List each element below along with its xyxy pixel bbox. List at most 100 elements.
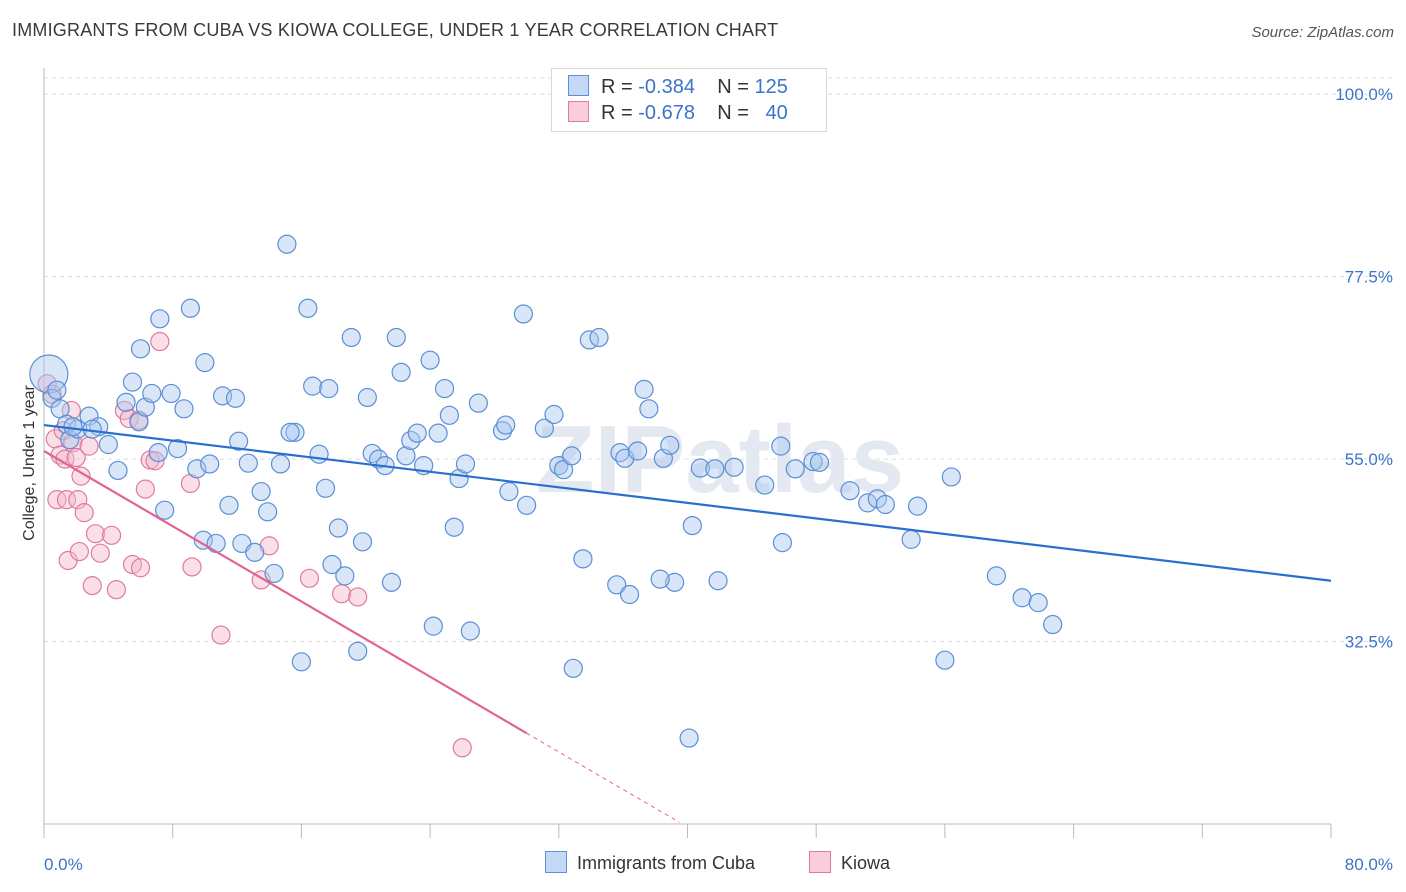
kiowa-points <box>37 331 472 758</box>
cuba-point <box>901 529 921 549</box>
cuba-point <box>348 641 368 661</box>
cuba-point <box>628 441 648 461</box>
kiowa-point <box>106 580 126 600</box>
cuba-point <box>401 430 421 451</box>
cuba-point <box>634 379 654 399</box>
legend-r-value: -0.678 <box>638 102 695 124</box>
legend-n-label: N = <box>717 102 749 124</box>
cuba-point <box>682 515 702 536</box>
cuba-point <box>875 494 895 515</box>
cuba-point <box>407 423 427 443</box>
cuba-point <box>785 459 805 479</box>
kiowa-trend-line <box>43 450 528 735</box>
cuba-point <box>285 422 305 442</box>
cuba-point <box>303 376 323 396</box>
cuba-point <box>1012 588 1032 608</box>
kiowa-point <box>452 738 472 758</box>
cuba-point <box>396 446 416 466</box>
legend-r-label: R = <box>601 76 633 98</box>
cuba-point <box>517 495 537 515</box>
cuba-point <box>420 350 440 370</box>
cuba-point <box>391 362 411 382</box>
cuba-trend-line <box>43 423 1332 582</box>
cuba-point <box>941 467 961 487</box>
cuba-point <box>619 584 640 605</box>
cuba-point <box>319 378 339 399</box>
kiowa-point <box>56 490 77 510</box>
cuba-point <box>935 650 955 670</box>
cuba-point <box>195 353 215 373</box>
legend-n-value: 125 <box>754 76 788 98</box>
cuba-point <box>708 571 728 591</box>
cuba-point <box>328 518 349 538</box>
cuba-point <box>562 446 582 466</box>
bottom-legend-swatch-cuba <box>545 851 567 873</box>
axes <box>43 68 1332 838</box>
cuba-point <box>499 481 519 502</box>
cuba-point <box>455 454 476 474</box>
cuba-point <box>386 327 406 348</box>
source-label: Source: ZipAtlas.com <box>1251 24 1394 41</box>
kiowa-point <box>69 541 89 562</box>
bottom-legend-cuba: Immigrants from Cuba <box>545 851 755 874</box>
cuba-point <box>155 500 175 520</box>
cuba-point <box>809 452 830 472</box>
cuba-point <box>291 652 311 672</box>
cuba-point <box>174 399 194 419</box>
cuba-point <box>563 658 583 678</box>
cuba-point <box>724 457 744 477</box>
bottom-legend-kiowa: Kiowa <box>809 851 890 874</box>
cuba-point <box>534 418 554 438</box>
bottom-legend-swatch-kiowa <box>809 851 831 873</box>
cuba-point <box>679 728 699 748</box>
cuba-point <box>1043 614 1063 635</box>
cuba-point <box>755 475 775 495</box>
kiowa-point <box>66 447 86 468</box>
cuba-point <box>492 421 513 441</box>
kiowa-point <box>135 479 155 499</box>
cuba-point <box>229 431 249 451</box>
kiowa-point <box>130 558 151 578</box>
cuba-point <box>315 478 336 498</box>
cuba-point <box>200 454 220 474</box>
y-tick-label: 77.5% <box>1345 268 1393 287</box>
cuba-point <box>772 533 793 553</box>
cuba-point <box>496 415 516 435</box>
cuba-point <box>280 422 300 442</box>
cuba-point <box>122 372 143 392</box>
cuba-point <box>840 481 860 501</box>
gridlines <box>44 77 1392 643</box>
cuba-point <box>142 383 162 404</box>
cuba-point <box>907 496 928 516</box>
cuba-point <box>381 572 402 592</box>
cuba-point <box>352 532 373 552</box>
cuba-point <box>639 399 659 419</box>
cuba-point <box>238 453 258 473</box>
cuba-point <box>245 542 265 562</box>
kiowa-point <box>90 543 110 563</box>
cuba-point <box>434 378 455 399</box>
kiowa-point <box>79 436 99 456</box>
kiowa-point <box>332 584 352 604</box>
kiowa-point <box>101 525 122 545</box>
x-tick-label: 80.0% <box>1345 855 1393 874</box>
cuba-point <box>258 502 278 522</box>
kiowa-point <box>150 331 170 352</box>
kiowa-point <box>299 568 320 588</box>
cuba-point <box>47 380 67 400</box>
kiowa-point <box>47 490 67 510</box>
cuba-point <box>309 444 329 464</box>
cuba-point <box>544 404 564 425</box>
cuba-point <box>803 451 823 472</box>
legend-swatch-cuba <box>568 75 589 96</box>
cuba-point <box>206 533 226 554</box>
cuba-point <box>161 383 181 404</box>
y-axis-label-group: College, Under 1 year <box>21 385 38 541</box>
kiowa-point <box>348 587 368 607</box>
cuba-point <box>148 443 168 463</box>
cuba-point <box>650 569 670 589</box>
cuba-point <box>341 327 361 348</box>
cuba-point <box>986 566 1006 586</box>
cuba-points <box>29 234 1063 748</box>
cuba-point <box>1028 593 1048 613</box>
